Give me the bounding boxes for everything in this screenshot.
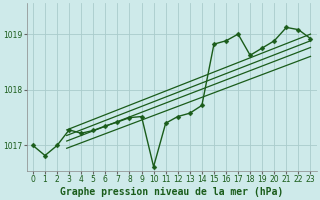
X-axis label: Graphe pression niveau de la mer (hPa): Graphe pression niveau de la mer (hPa) — [60, 186, 283, 197]
